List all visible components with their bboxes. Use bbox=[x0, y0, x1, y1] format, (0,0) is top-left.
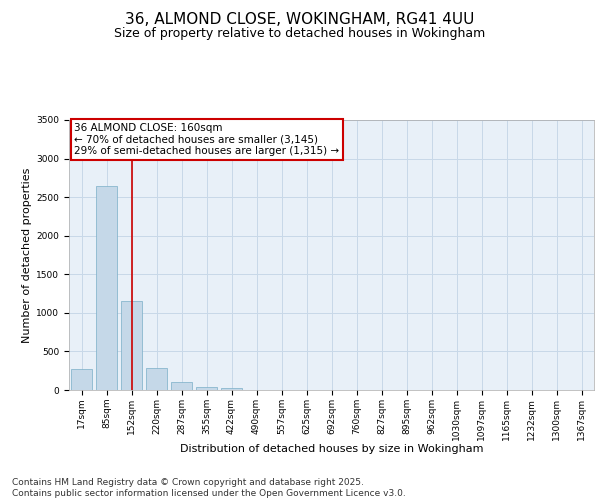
Text: Contains HM Land Registry data © Crown copyright and database right 2025.
Contai: Contains HM Land Registry data © Crown c… bbox=[12, 478, 406, 498]
Text: Size of property relative to detached houses in Wokingham: Size of property relative to detached ho… bbox=[115, 28, 485, 40]
Bar bbox=[221, 388, 242, 390]
Y-axis label: Number of detached properties: Number of detached properties bbox=[22, 168, 32, 342]
Bar bbox=[171, 382, 192, 390]
Bar bbox=[96, 186, 117, 390]
Text: 36 ALMOND CLOSE: 160sqm
← 70% of detached houses are smaller (3,145)
29% of semi: 36 ALMOND CLOSE: 160sqm ← 70% of detache… bbox=[74, 122, 340, 156]
Bar bbox=[196, 387, 217, 390]
Bar bbox=[121, 302, 142, 390]
Bar bbox=[71, 369, 92, 390]
Text: 36, ALMOND CLOSE, WOKINGHAM, RG41 4UU: 36, ALMOND CLOSE, WOKINGHAM, RG41 4UU bbox=[125, 12, 475, 28]
Bar bbox=[146, 368, 167, 390]
X-axis label: Distribution of detached houses by size in Wokingham: Distribution of detached houses by size … bbox=[180, 444, 483, 454]
